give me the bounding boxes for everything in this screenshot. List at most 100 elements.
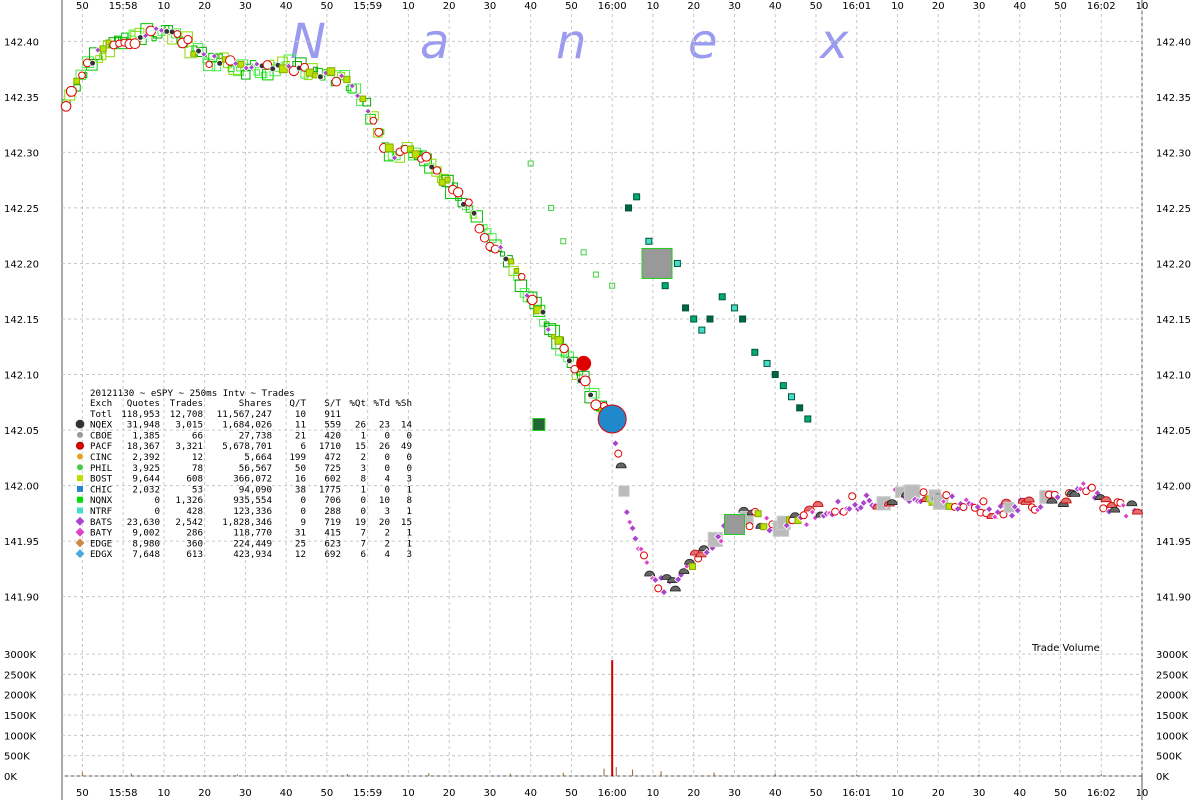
- trade-marker: [173, 30, 182, 38]
- legend-swatch: [74, 537, 86, 549]
- trade-marker: [611, 439, 620, 448]
- legend-cell: EDGX: [90, 549, 113, 560]
- legend-header-cell: %Sh: [395, 398, 412, 409]
- trade-marker: [364, 107, 372, 115]
- quote-marker: [584, 391, 597, 404]
- legend-cell: 360: [186, 538, 203, 549]
- legend-swatch: [74, 526, 86, 538]
- legend-cell: PACF: [90, 441, 112, 452]
- x-tick-label-top: 40: [280, 1, 293, 12]
- legend-cell: 366,072: [233, 474, 272, 485]
- large-print-marker: [641, 247, 673, 279]
- trade-marker: [152, 25, 160, 33]
- trade-marker: [799, 511, 808, 520]
- legend-cell: 0: [384, 430, 390, 441]
- legend-cell: 4: [384, 474, 390, 485]
- legend-cell: 199: [289, 452, 306, 463]
- outlier-quote-marker: [763, 359, 771, 367]
- legend-cell: 0: [300, 495, 306, 506]
- large-print-marker: [576, 355, 592, 371]
- x-tick-label-bottom: 20: [443, 788, 456, 799]
- trade-marker: [554, 336, 564, 345]
- quote-marker: [211, 62, 222, 72]
- trade-marker: [464, 198, 473, 207]
- trade-marker: [669, 585, 681, 592]
- x-tick-label-bottom: 10: [402, 788, 415, 799]
- trade-marker: [570, 364, 579, 374]
- trade-marker: [195, 47, 202, 55]
- legend-header-cell: Trades: [170, 398, 203, 409]
- legend-cell: 23,630: [127, 517, 160, 528]
- trade-marker: [359, 95, 367, 103]
- legend-cell: 26: [355, 420, 366, 431]
- trade-marker: [618, 485, 630, 497]
- trade-marker: [985, 505, 994, 514]
- legend-cell: CBOE: [90, 430, 112, 441]
- price-tick-label-right: 142.25: [1156, 204, 1191, 215]
- trade-marker: [659, 588, 669, 597]
- trade-marker: [1053, 493, 1062, 502]
- x-tick-label-bottom: 50: [76, 788, 89, 799]
- legend-cell: 623: [324, 538, 341, 549]
- trade-marker: [654, 584, 663, 593]
- legend-swatch: [76, 430, 84, 439]
- x-tick-label-top: 16:00: [598, 1, 627, 12]
- trade-marker: [579, 375, 591, 387]
- trade-marker: [919, 488, 928, 497]
- legend-cell: 1,684,026: [222, 420, 272, 431]
- x-tick-label-bottom: 16:00: [598, 788, 627, 799]
- x-tick-label-top: 10: [891, 1, 904, 12]
- outlier-quote-marker: [751, 348, 759, 356]
- trade-marker: [886, 499, 898, 505]
- outlier-quote-marker: [779, 382, 787, 390]
- volume-label: Trade Volume: [1031, 643, 1100, 654]
- trade-marker: [384, 143, 394, 153]
- trade-marker: [614, 449, 623, 458]
- legend-cell: 935,554: [233, 495, 272, 506]
- legend-cell: CHIC: [90, 484, 112, 495]
- trade-marker: [678, 568, 690, 575]
- legend-cell: 725: [324, 463, 341, 474]
- legend-cell: 20: [379, 517, 390, 528]
- outlier-quote-marker: [609, 282, 616, 289]
- volume-tick-label-left: 500K: [4, 752, 30, 763]
- legend-cell: 26: [379, 441, 390, 452]
- x-tick-label-top: 20: [932, 1, 945, 12]
- legend-cell: 719: [324, 517, 341, 528]
- trade-marker: [1007, 511, 1017, 520]
- legend-cell: 31: [295, 528, 306, 539]
- x-tick-label-top: 30: [973, 1, 986, 12]
- x-tick-label-bottom: 20: [687, 788, 700, 799]
- volume-tick-label-left: 0K: [4, 772, 17, 783]
- trade-marker: [210, 52, 218, 60]
- legend-cell: 23: [379, 420, 390, 431]
- volume-tick-label-left: 3000K: [4, 650, 36, 661]
- legend-cell: 0: [384, 484, 390, 495]
- trade-marker: [803, 521, 811, 529]
- legend-cell: 2,542: [175, 517, 203, 528]
- x-tick-label-top: 20: [198, 1, 211, 12]
- volume-tick-label-right: 1000K: [1156, 731, 1188, 742]
- x-tick-label-bottom: 50: [810, 788, 823, 799]
- legend-cell: BOST: [90, 474, 113, 485]
- legend-cell: 3: [406, 549, 412, 560]
- x-tick-label-bottom: 40: [280, 788, 293, 799]
- outlier-quote-marker: [804, 415, 812, 423]
- trade-marker: [190, 51, 197, 57]
- trade-marker: [216, 60, 223, 67]
- legend-cell: 2: [360, 452, 366, 463]
- x-tick-label-top: 50: [1054, 1, 1067, 12]
- trade-marker: [479, 233, 490, 243]
- quote-marker: [362, 97, 372, 107]
- x-tick-label-bottom: 50: [321, 788, 334, 799]
- legend-cell: 9: [300, 517, 306, 528]
- x-tick-label-top: 16:02: [1087, 1, 1116, 12]
- x-tick-label-bottom: 40: [769, 788, 782, 799]
- legend-cell: 602: [324, 474, 341, 485]
- legend-cell: Totl: [90, 409, 112, 420]
- trade-marker: [848, 492, 857, 501]
- legend-cell: 16: [295, 474, 306, 485]
- legend-cell: 1,326: [175, 495, 203, 506]
- trade-marker: [183, 34, 193, 45]
